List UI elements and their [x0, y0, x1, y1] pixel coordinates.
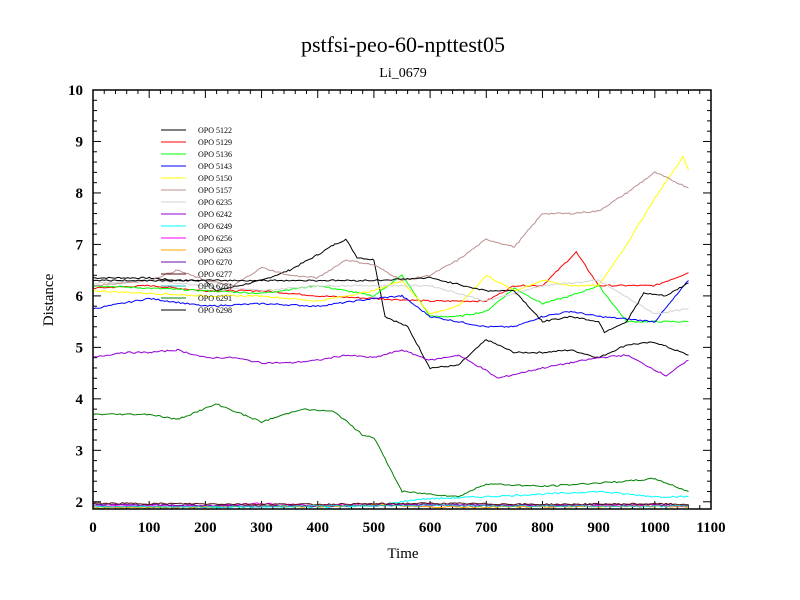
x-axis-label: Time [387, 546, 418, 562]
series-line-opo-6284 [92, 504, 689, 509]
series-line-opo-5150 [92, 155, 689, 315]
x-tick-label: 600 [419, 520, 442, 536]
y-tick-label: 5 [76, 340, 84, 356]
y-tick-label: 4 [76, 392, 84, 408]
legend-label: OPO 5143 [198, 162, 232, 171]
legend-label: OPO 5157 [198, 186, 232, 195]
plot-frame [92, 89, 712, 510]
legend-label: OPO 5136 [198, 150, 232, 159]
series-line-opo-5143 [92, 280, 689, 328]
chart-title: pstfsi-peo-60-npttest05 [301, 32, 505, 57]
series-line-opo-6291 [92, 403, 689, 498]
series-line-opo-5122 [92, 238, 689, 370]
legend-label: OPO 6256 [198, 234, 232, 243]
x-tick-label: 400 [306, 520, 329, 536]
series-line-opo-5157 [92, 171, 689, 287]
legend-label: OPO 6270 [198, 258, 232, 267]
x-tick-label: 200 [194, 520, 217, 536]
series-line-opo-6242 [92, 348, 689, 379]
x-tick-label: 1100 [696, 520, 725, 536]
y-axis-label: Distance [41, 273, 57, 326]
x-tick-label: 700 [475, 520, 498, 536]
series-line-opo-6298 [92, 276, 689, 334]
chart-subtitle: Li_0679 [379, 66, 426, 81]
legend-label: OPO 6298 [198, 306, 232, 315]
legend-label: OPO 6242 [198, 210, 232, 219]
legend-label: OPO 6249 [198, 222, 232, 231]
y-tick-label: 10 [68, 83, 83, 99]
y-tick-label: 2 [76, 495, 84, 511]
x-tick-label: 1000 [640, 520, 670, 536]
series-line-opo-6235 [92, 279, 689, 315]
y-tick-label: 8 [76, 186, 84, 202]
legend-label: OPO 6235 [198, 198, 232, 207]
series-line-opo-5136 [92, 274, 689, 323]
legend-label: OPO 5150 [198, 174, 232, 183]
legend-label: OPO 6284 [198, 282, 232, 291]
x-tick-label: 100 [138, 520, 161, 536]
y-tick-label: 6 [76, 289, 84, 305]
legend-label: OPO 5129 [198, 138, 232, 147]
legend-label: OPO 6291 [198, 294, 232, 303]
y-tick-label: 3 [76, 443, 84, 459]
y-tick-label: 7 [76, 237, 84, 253]
x-tick-label: 500 [363, 520, 386, 536]
x-tick-label: 0 [89, 520, 97, 536]
x-tick-label: 800 [531, 520, 554, 536]
legend-label: OPO 6263 [198, 246, 232, 255]
series-line-opo-6277 [92, 502, 689, 506]
x-tick-label: 300 [250, 520, 273, 536]
legend-label: OPO 6277 [198, 270, 232, 279]
legend-label: OPO 5122 [198, 126, 232, 135]
y-tick-label: 9 [76, 134, 84, 150]
x-tick-label: 900 [587, 520, 610, 536]
